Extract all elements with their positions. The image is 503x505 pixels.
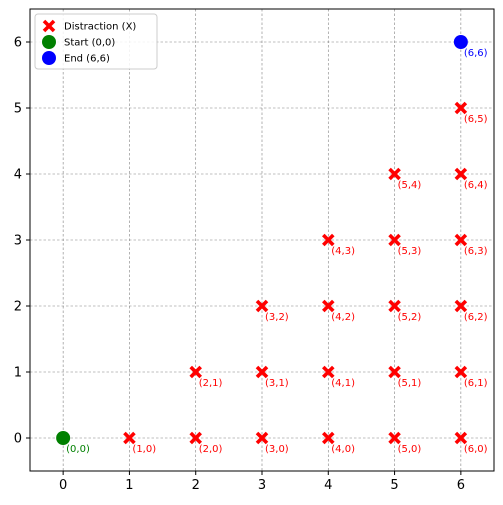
point-distraction-x-5-3 [388,233,401,247]
legend: Distraction (X) Start (0,0) End (6,6) [34,13,158,70]
x-tick-label-5: 5 [390,478,398,493]
point-distraction-x-5-0 [388,431,401,445]
point-distraction-x-3-2 [255,299,269,313]
y-tick-label-4: 4 [14,168,22,183]
point-distraction-x-2-1 [189,365,202,379]
point-label-2-1: (2,1) [199,378,223,389]
point-distraction-x-3-1 [255,365,269,379]
legend-label-distraction-x: Distraction (X) [64,22,136,33]
y-tick-label-2: 2 [14,300,22,315]
point-distraction-x-5-1 [388,365,401,379]
point-label-6-4: (6,4) [464,180,488,191]
data-marks [56,35,468,445]
x-tick-label-0: 0 [59,478,67,493]
point-distraction-x-5-4 [388,167,401,181]
y-tick-label-1: 1 [14,366,22,381]
point-distraction-x-6-1 [454,365,468,379]
point-distraction-x-4-0 [322,431,335,445]
legend-marker-end-6-6 [42,51,56,65]
point-start-0-0-0-0 [56,431,71,445]
point-label-4-2: (4,2) [331,312,355,323]
y-tick-label-5: 5 [14,102,22,117]
legend-label-start-0-0: Start (0,0) [64,38,115,49]
legend-marker-distraction-x [42,19,56,33]
y-tick-label-6: 6 [14,36,22,51]
point-distraction-x-6-0 [454,431,468,445]
point-label-0-0: (0,0) [66,444,90,455]
point-distraction-x-2-0 [189,431,202,445]
point-label-4-1: (4,1) [331,378,355,389]
legend-box [34,13,158,70]
point-label-6-0: (6,0) [464,444,488,455]
point-label-2-0: (2,0) [199,444,223,455]
point-distraction-x-4-1 [322,365,335,379]
point-distraction-x-6-2 [454,299,468,313]
grid [30,9,494,471]
point-label-6-3: (6,3) [464,246,488,257]
point-label-4-0: (4,0) [331,444,355,455]
point-end-6-6-6-6 [453,35,468,49]
point-label-5-0: (5,0) [398,444,422,455]
point-label-3-2: (3,2) [265,312,289,323]
point-label-5-1: (5,1) [398,378,422,389]
point-label-3-1: (3,1) [265,378,289,389]
point-distraction-x-6-5 [454,101,468,115]
x-tick-label-1: 1 [125,478,133,493]
data-labels: (1,0) (2,0) (3,0) (4,0) (5,0) (6,0) (2,1) (3,1)… [66,48,488,455]
point-label-1-0: (1,0) [132,444,156,455]
point-label-6-6: (6,6) [464,48,488,59]
y-tick-label-0: 0 [14,432,22,447]
point-distraction-x-6-4 [454,167,468,181]
legend-label-end-6-6: End (6,6) [64,54,110,65]
point-label-3-0: (3,0) [265,444,289,455]
point-distraction-x-1-0 [123,431,136,445]
y-tick-label-3: 3 [14,234,22,249]
point-label-5-2: (5,2) [398,312,422,323]
x-tick-label-3: 3 [258,478,266,493]
point-label-6-2: (6,2) [464,312,488,323]
point-distraction-x-5-2 [388,299,401,313]
x-tick-label-4: 4 [324,478,332,493]
point-label-5-3: (5,3) [398,246,422,257]
x-tick-label-2: 2 [192,478,200,493]
point-distraction-x-4-2 [322,299,335,313]
point-label-5-4: (5,4) [398,180,422,191]
point-label-6-1: (6,1) [464,378,488,389]
point-label-4-3: (4,3) [331,246,355,257]
point-distraction-x-4-3 [322,233,335,247]
point-label-6-5: (6,5) [464,114,488,125]
point-distraction-x-6-3 [454,233,468,247]
legend-marker-start-0-0 [42,35,56,49]
axes: 0 1 2 3 4 5 6 0 1 2 3 4 5 6 [14,8,495,493]
point-distraction-x-3-0 [255,431,269,445]
x-tick-label-6: 6 [457,478,465,493]
